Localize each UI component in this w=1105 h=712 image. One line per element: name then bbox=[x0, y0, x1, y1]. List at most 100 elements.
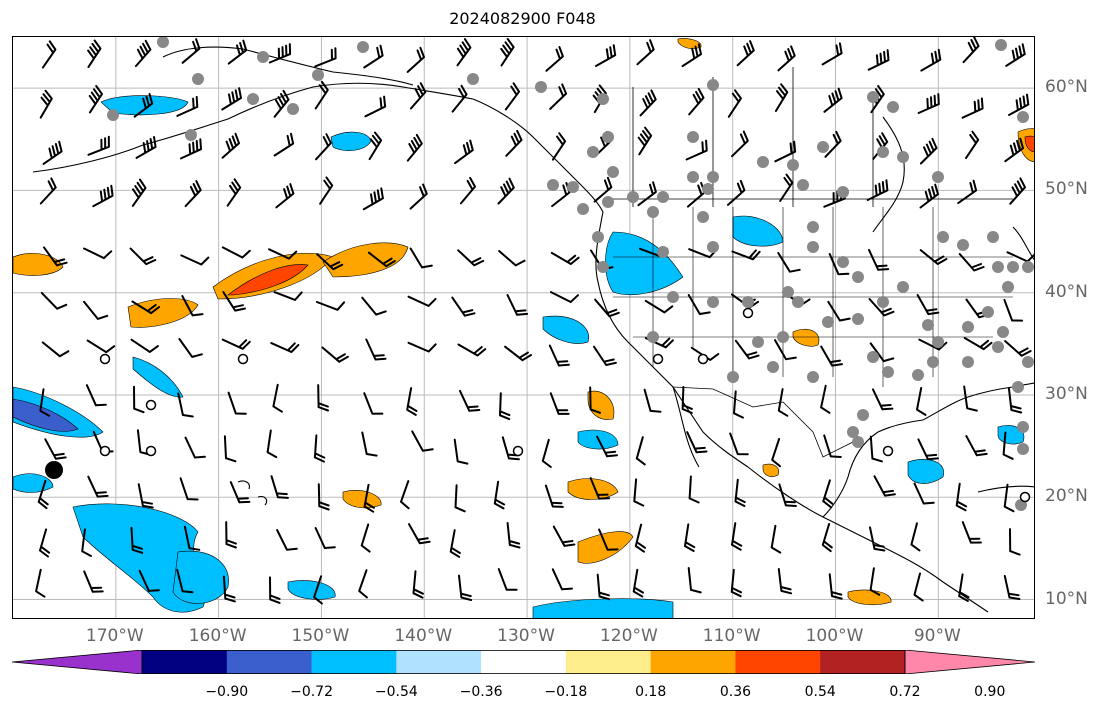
station-dot bbox=[807, 221, 819, 233]
station-dot bbox=[847, 426, 859, 438]
wind-barb bbox=[868, 248, 890, 271]
wind-barb bbox=[777, 388, 789, 417]
wind-barb bbox=[506, 294, 529, 316]
station-dot bbox=[192, 73, 204, 85]
field-region bbox=[227, 264, 309, 296]
wind-barb bbox=[87, 475, 109, 498]
wind-barb bbox=[913, 572, 924, 602]
wind-barb bbox=[458, 574, 473, 601]
wind-barb bbox=[358, 569, 368, 599]
station-dot bbox=[912, 369, 924, 381]
latitude-label: 20°N bbox=[1045, 486, 1088, 507]
wind-barb bbox=[131, 300, 161, 315]
wind-barb bbox=[270, 342, 300, 353]
wind-barb bbox=[916, 387, 927, 416]
field-region bbox=[542, 315, 590, 344]
station-dot bbox=[897, 281, 909, 293]
station-dot bbox=[667, 291, 679, 303]
station-dot bbox=[657, 191, 669, 203]
field-region bbox=[330, 131, 372, 151]
longitude-label: 170°W bbox=[85, 626, 144, 646]
station-dot bbox=[817, 141, 829, 153]
wind-barb bbox=[87, 135, 110, 156]
wind-barb bbox=[920, 48, 942, 72]
wind-barb bbox=[83, 300, 109, 320]
wind-barb bbox=[409, 183, 428, 210]
station-dot bbox=[822, 316, 834, 328]
wind-barb bbox=[687, 567, 702, 594]
wind-barb bbox=[727, 89, 742, 118]
longitude-label: 150°W bbox=[291, 626, 350, 646]
wind-barb bbox=[869, 567, 881, 596]
wind-barb bbox=[406, 387, 418, 416]
wind-barb bbox=[917, 438, 939, 461]
wind-barb bbox=[459, 389, 481, 412]
wind-barb bbox=[273, 132, 295, 157]
wind-barb bbox=[545, 46, 564, 72]
colorbar-tick-label: 0.90 bbox=[974, 684, 1006, 700]
wind-barb bbox=[639, 89, 657, 117]
station-dot bbox=[777, 331, 789, 343]
wind-barb bbox=[459, 176, 476, 205]
colorbar-tick-label: 0.36 bbox=[719, 684, 752, 700]
field-region bbox=[907, 458, 945, 484]
wind-barb bbox=[313, 434, 326, 463]
wind-barb bbox=[643, 388, 662, 413]
wind-barb bbox=[138, 569, 160, 592]
wind-barb bbox=[731, 130, 749, 158]
wind-barb bbox=[184, 180, 202, 208]
wind-barb bbox=[636, 39, 655, 66]
wind-barb bbox=[1003, 298, 1024, 322]
wind-barb bbox=[872, 388, 894, 411]
longitude-label: 160°W bbox=[188, 626, 247, 646]
wind-barb bbox=[730, 568, 742, 598]
latitude-label: 50°N bbox=[1045, 179, 1088, 200]
wind-barb bbox=[822, 479, 834, 509]
border bbox=[672, 386, 854, 458]
station-dot bbox=[687, 131, 699, 143]
wind-barb bbox=[319, 176, 334, 205]
longitude-label: 110°W bbox=[702, 626, 761, 646]
wind-barb bbox=[1004, 340, 1032, 357]
wind-barb bbox=[456, 38, 472, 67]
open-station-circle bbox=[652, 353, 664, 365]
wind-barb bbox=[828, 253, 850, 276]
wind-barb bbox=[35, 568, 46, 598]
latitude-label: 60°N bbox=[1045, 77, 1088, 98]
wind-barb bbox=[687, 294, 711, 315]
field-region bbox=[13, 253, 64, 276]
wind-barb bbox=[684, 523, 696, 552]
map-panel[interactable] bbox=[12, 36, 1035, 619]
wind-barb bbox=[869, 342, 895, 363]
wind-barb bbox=[39, 89, 53, 119]
station-dot bbox=[312, 69, 324, 81]
station-dot bbox=[687, 171, 699, 183]
wind-barb bbox=[504, 345, 532, 362]
wind-barb bbox=[731, 522, 743, 551]
wind-barb bbox=[364, 95, 387, 118]
station-dot bbox=[807, 371, 819, 383]
large-station-dot bbox=[45, 461, 63, 479]
coastline bbox=[822, 419, 924, 518]
station-dot bbox=[627, 191, 639, 203]
station-dot bbox=[1017, 111, 1029, 123]
wind-barb bbox=[273, 291, 303, 301]
station-dot bbox=[897, 151, 909, 163]
wind-barb bbox=[505, 129, 523, 157]
wind-barb bbox=[955, 482, 968, 512]
wind-barb bbox=[1002, 431, 1014, 460]
shaded-field bbox=[13, 38, 1034, 618]
map-canvas bbox=[13, 37, 1034, 618]
station-dot bbox=[987, 231, 999, 243]
wind-barb bbox=[869, 435, 883, 463]
wind-barb bbox=[315, 301, 346, 311]
station-dot bbox=[927, 356, 939, 368]
station-dot bbox=[995, 39, 1007, 51]
station-dot bbox=[1017, 443, 1029, 455]
station-dot bbox=[792, 296, 804, 308]
wind-barb bbox=[221, 132, 240, 159]
wind-barb bbox=[823, 434, 842, 458]
wind-barb bbox=[873, 475, 896, 497]
wind-barb bbox=[223, 435, 237, 463]
station-dot bbox=[697, 211, 709, 223]
